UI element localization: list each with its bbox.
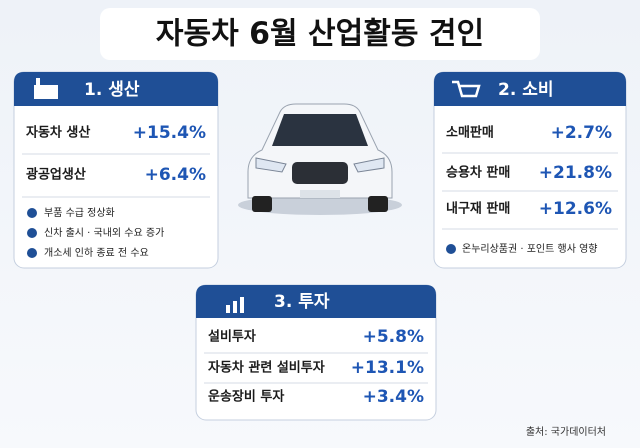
panel-production: 1. 생산 자동차 생산 +15.4% 광공업생산 +6.4% 부품 수급 정상… [13,71,219,269]
title-box [100,8,540,60]
row-value: +3.4% [363,387,424,407]
row-label: 자동차 생산 [26,125,90,141]
row-value: +21.8% [539,163,612,183]
panel-investment: 3. 투자 설비투자 +5.8% 자동차 관련 설비투자 +13.1% 운송장비… [195,284,437,421]
row-label: 설비투자 [208,330,256,345]
row-label: 자동차 관련 설비투자 [208,360,325,376]
row-label: 운송장비 투자 [208,389,284,405]
row-value: +12.6% [539,199,612,219]
note: 온누리상품권 · 포인트 행사 영향 [462,243,598,255]
note: 부품 수급 정상화 [44,207,115,219]
row-label: 내구재 판매 [446,201,510,217]
source: 출처: 국가데이터처 [526,426,606,438]
row-value: +13.1% [351,358,424,378]
row-value: +5.8% [363,327,424,347]
row-label: 소매판매 [446,125,494,141]
panel-header: 1. 생산 [84,80,140,100]
note: 신차 출시 · 국내외 수요 증가 [44,227,164,239]
title: 자동차 6월 산업활동 견인 [156,17,484,52]
row-label: 광공업생산 [26,167,86,183]
panel-consumption: 2. 소비 소매판매 +2.7% 승용차 판매 +21.8% 내구재 판매 +1… [433,71,627,269]
car-illustration [238,103,402,215]
row-label: 승용차 판매 [446,165,510,181]
panel-header: 3. 투자 [274,292,330,312]
panel-header: 2. 소비 [498,80,554,100]
row-value: +6.4% [145,165,206,185]
row-value: +2.7% [551,123,612,143]
row-value: +15.4% [133,123,206,143]
note: 개소세 인하 종료 전 수요 [44,246,149,259]
